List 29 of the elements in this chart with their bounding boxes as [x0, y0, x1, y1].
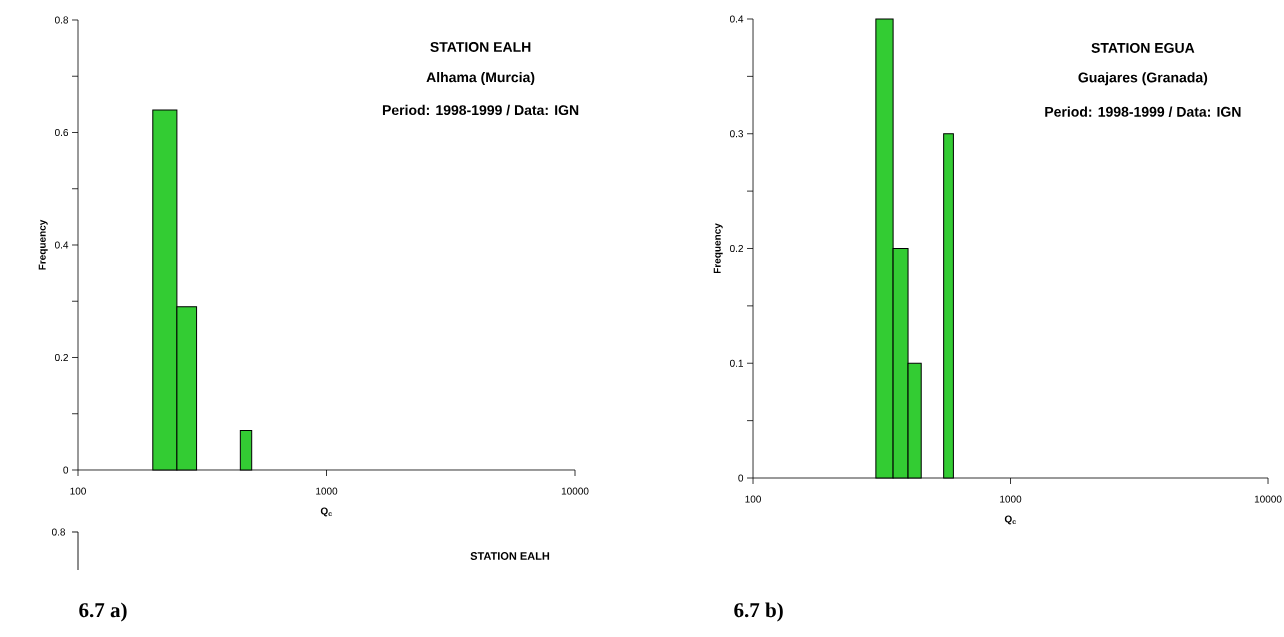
y-tick-label: 0.8	[54, 16, 69, 24]
text: STATION EGUA	[1091, 42, 1195, 53]
x-tick-label: 1000	[316, 487, 338, 495]
x-tick-label: 1000	[1000, 495, 1022, 503]
x-tick-label: 100	[70, 487, 86, 495]
text: STATION EALH	[470, 552, 550, 560]
text: STATION EALH	[430, 42, 531, 52]
x-tick-label: 10000	[1254, 495, 1282, 503]
text: Alhama (Murcia)	[426, 71, 535, 86]
y-axis-title: Frequency	[38, 219, 48, 270]
annotation: Period: 1998-1999 / Data: IGN	[1045, 106, 1241, 117]
y-axis-title: Frequency	[713, 223, 723, 274]
y-tick-label: 0.3	[729, 130, 744, 138]
text: Guajares (Granada)	[1078, 72, 1208, 86]
x-axis-title: Q$_{c}$	[1004, 515, 1016, 525]
x-tick-label: 100	[745, 495, 761, 503]
y-tick-label: 0.2	[54, 353, 68, 362]
text: 6.7 a)	[79, 602, 127, 622]
annotation: Period: 1998-1999 / Data: IGN	[382, 104, 579, 116]
y-tick-label: 0.6	[54, 128, 69, 137]
y-tick-label: 0.2	[729, 244, 743, 253]
y-tick-label: 0	[738, 474, 744, 482]
y-tick-label: 0	[63, 466, 69, 474]
x-tick-label: 10000	[561, 487, 589, 495]
y-tick-label: 0.4	[54, 241, 69, 249]
y-tick-label: 0.4	[729, 15, 744, 23]
text: 6.7 b)	[734, 602, 783, 622]
y-tick-label: 0.1	[729, 359, 744, 367]
x-axis-title: Q$_{c}$	[320, 507, 332, 517]
